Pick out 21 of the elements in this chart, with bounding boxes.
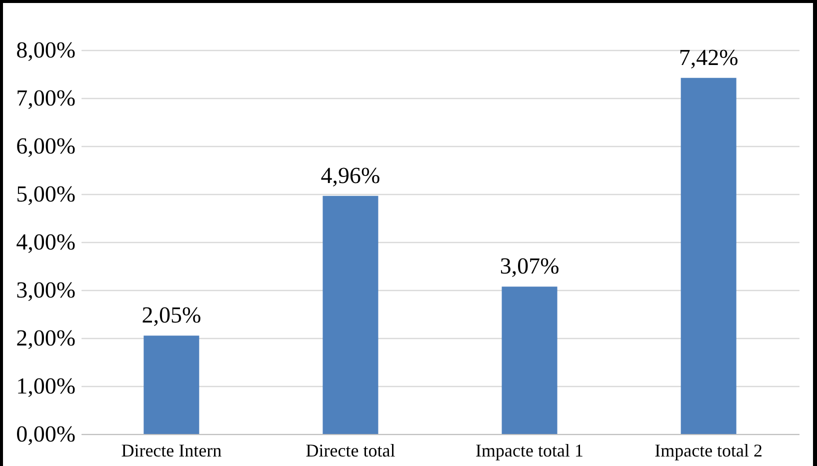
y-tick-label: 3,00% [16, 278, 76, 302]
y-tick-label: 2,00% [16, 326, 76, 350]
bar [322, 196, 378, 434]
x-tick-label: Directe Intern [121, 440, 222, 460]
x-tick-label: Directe total [306, 440, 396, 460]
y-tick-label: 5,00% [16, 182, 76, 206]
y-tick-label: 8,00% [16, 38, 76, 62]
x-tick-label: Impacte total 2 [654, 440, 763, 460]
bar [502, 286, 558, 434]
bar [144, 336, 200, 434]
y-tick-label: 0,00% [16, 422, 76, 446]
data-label: 4,96% [320, 162, 380, 188]
y-tick-label: 1,00% [16, 374, 76, 398]
data-label: 3,07% [500, 254, 560, 279]
bar [680, 78, 736, 434]
x-tick-label: Impacte total 1 [476, 440, 584, 460]
data-label: 7,42% [678, 44, 738, 70]
data-label: 2,05% [142, 302, 202, 328]
y-tick-label: 7,00% [16, 86, 76, 110]
y-tick-label: 4,00% [16, 230, 76, 254]
y-tick-label: 6,00% [16, 134, 76, 158]
